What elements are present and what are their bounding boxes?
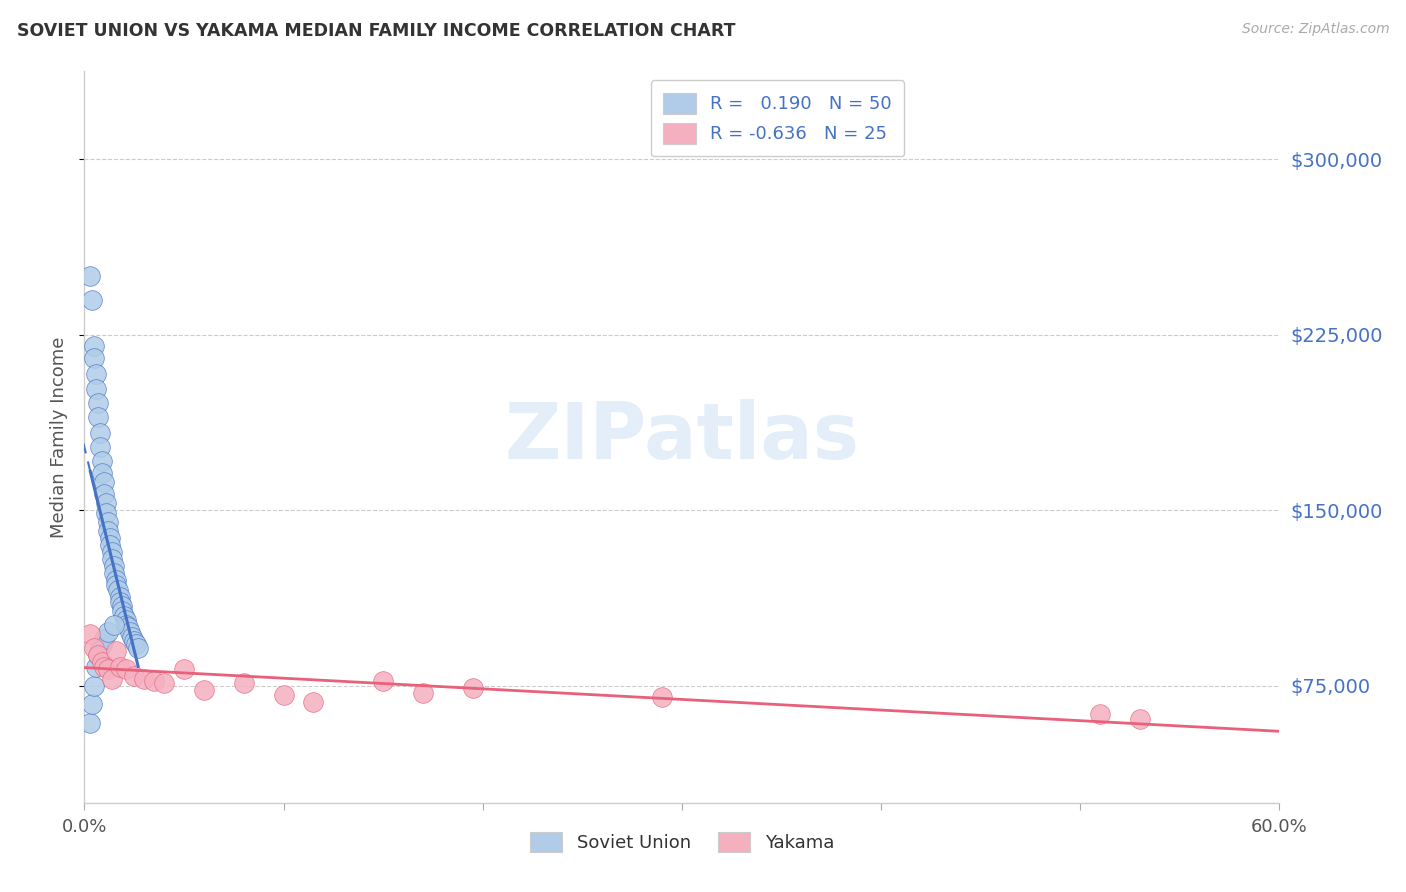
Point: [103, 566, 125, 581]
Point: [412, 686, 434, 700]
Point: [127, 641, 149, 656]
Point: [103, 559, 125, 574]
Point: [79, 716, 101, 731]
Point: [105, 574, 128, 588]
Point: [122, 634, 145, 648]
Point: [97, 624, 120, 639]
Point: [105, 578, 128, 592]
Point: [101, 545, 124, 559]
Point: [101, 552, 124, 566]
Point: [89, 425, 111, 440]
Point: [232, 676, 254, 690]
Point: [93, 632, 115, 646]
Point: [93, 475, 115, 490]
Point: [98, 538, 121, 552]
Point: [121, 630, 143, 644]
Point: [110, 590, 132, 604]
Point: [125, 637, 148, 651]
Point: [87, 648, 110, 663]
Point: [1090, 706, 1112, 721]
Point: [86, 368, 108, 382]
Text: SOVIET UNION VS YAKAMA MEDIAN FAMILY INCOME CORRELATION CHART: SOVIET UNION VS YAKAMA MEDIAN FAMILY INC…: [17, 22, 735, 40]
Point: [111, 599, 134, 614]
Point: [87, 395, 110, 409]
Point: [105, 643, 128, 657]
Point: [112, 608, 135, 623]
Point: [91, 637, 114, 651]
Point: [103, 618, 125, 632]
Point: [86, 382, 108, 396]
Point: [91, 454, 114, 468]
Point: [651, 690, 673, 705]
Point: [93, 487, 115, 501]
Point: [79, 627, 101, 641]
Point: [193, 683, 215, 698]
Point: [96, 496, 118, 510]
Point: [120, 624, 142, 639]
Point: [115, 613, 138, 627]
Point: [115, 618, 138, 632]
Point: [153, 676, 176, 690]
Y-axis label: Median Family Income: Median Family Income: [51, 336, 69, 538]
Point: [1129, 712, 1152, 726]
Point: [273, 688, 295, 702]
Legend: Soviet Union, Yakama: Soviet Union, Yakama: [523, 824, 841, 860]
Point: [115, 662, 138, 676]
Point: [89, 641, 111, 656]
Point: [83, 339, 105, 353]
Text: Source: ZipAtlas.com: Source: ZipAtlas.com: [1241, 22, 1389, 37]
Point: [143, 674, 166, 689]
Point: [82, 293, 104, 307]
Point: [93, 660, 115, 674]
Point: [101, 672, 124, 686]
Point: [111, 604, 134, 618]
Point: [373, 674, 395, 689]
Point: [86, 660, 108, 674]
Point: [122, 669, 145, 683]
Point: [91, 656, 114, 670]
Point: [107, 582, 129, 597]
Point: [110, 660, 132, 674]
Point: [87, 648, 110, 663]
Point: [83, 351, 105, 365]
Point: [97, 515, 120, 529]
Point: [89, 440, 111, 454]
Point: [173, 662, 195, 676]
Point: [302, 695, 325, 709]
Point: [461, 681, 484, 695]
Text: ZIPatlas: ZIPatlas: [505, 399, 859, 475]
Point: [97, 662, 120, 676]
Point: [91, 466, 114, 480]
Point: [87, 409, 110, 424]
Point: [79, 269, 101, 284]
Point: [97, 524, 120, 539]
Point: [110, 594, 132, 608]
Point: [117, 620, 139, 634]
Point: [83, 641, 105, 656]
Point: [132, 672, 156, 686]
Point: [96, 506, 118, 520]
Point: [98, 531, 121, 545]
Point: [82, 698, 104, 712]
Point: [83, 679, 105, 693]
